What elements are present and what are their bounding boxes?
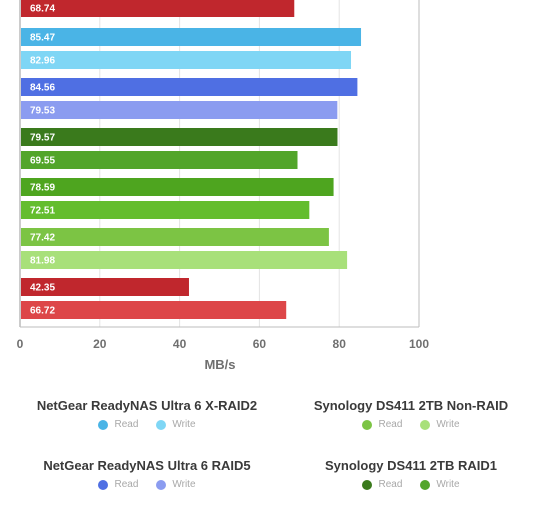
- bar-value-label: 85.47: [30, 33, 55, 44]
- legend-swatch: [98, 479, 109, 490]
- legend-item-label: Read: [378, 479, 403, 490]
- bar-value-label: 81.98: [30, 256, 55, 267]
- legend-item-read[interactable]: Read: [98, 479, 138, 490]
- bar: [21, 151, 298, 169]
- bar: [21, 128, 338, 146]
- legend-swatch: [156, 479, 167, 490]
- legend-swatch: [98, 419, 109, 430]
- bar-value-label: 79.57: [30, 133, 55, 144]
- legend-title: NetGear ReadyNAS Ultra 6 RAID5: [43, 458, 251, 473]
- x-axis-title: MB/s: [204, 357, 235, 372]
- bar: [21, 178, 334, 196]
- x-tick-label: 80: [333, 337, 347, 351]
- bar: [21, 301, 287, 319]
- bars: 68.74 85.47 82.96 84.56 79.53 79.57 69.55 78.59…: [21, 0, 362, 319]
- bar: [21, 228, 329, 246]
- bar: [21, 78, 358, 96]
- legend-group-netgear-raid5: NetGear ReadyNAS Ultra 6 RAID5 Read Writ…: [17, 457, 277, 490]
- bar: [21, 28, 362, 46]
- legend-swatch: [420, 419, 431, 430]
- legend-item-label: Write: [436, 419, 460, 430]
- x-tick-label: 40: [173, 337, 187, 351]
- legend-swatch: [420, 479, 431, 490]
- legend-item-write[interactable]: Write: [156, 479, 196, 490]
- bar-value-label: 66.72: [30, 306, 55, 317]
- x-tick-label: 20: [93, 337, 107, 351]
- legend-title: Synology DS411 2TB RAID1: [325, 458, 497, 473]
- x-tick-label: 100: [409, 337, 429, 351]
- bar-value-label: 68.74: [30, 4, 55, 15]
- legend-group-netgear-xraid2: NetGear ReadyNAS Ultra 6 X-RAID2 Read Wr…: [17, 397, 277, 430]
- bar-value-label: 82.96: [30, 56, 55, 67]
- bar-value-label: 72.51: [30, 206, 55, 217]
- bar-chart: 68.74 85.47 82.96 84.56 79.53 79.57 69.55 78.59…: [17, 0, 430, 372]
- bar-value-label: 84.56: [30, 83, 55, 94]
- bar: [21, 101, 338, 119]
- bar-value-label: 42.35: [30, 283, 55, 294]
- legend-item-label: Read: [378, 419, 403, 430]
- legend-swatch: [156, 419, 167, 430]
- legend-item-read[interactable]: Read: [98, 419, 138, 430]
- legend-swatch: [362, 419, 373, 430]
- legend-title: Synology DS411 2TB Non-RAID: [313, 398, 509, 413]
- legend-title: NetGear ReadyNAS Ultra 6 X-RAID2: [36, 398, 258, 413]
- bar: [21, 51, 352, 69]
- bar: [21, 278, 189, 296]
- bar-value-label: 69.55: [30, 156, 55, 167]
- legend-item-write[interactable]: Write: [156, 419, 196, 430]
- legend-item-label: Read: [114, 479, 139, 490]
- legend-item-label: Write: [172, 479, 196, 490]
- bar: [21, 251, 348, 269]
- legend-item-label: Read: [114, 419, 139, 430]
- legend-item-read[interactable]: Read: [362, 419, 402, 430]
- bar: [21, 201, 310, 219]
- legend-item-write[interactable]: Write: [420, 479, 460, 490]
- legend-group-synology-nonraid: Synology DS411 2TB Non-RAID Read Write: [281, 397, 541, 430]
- legend-swatch: [362, 479, 373, 490]
- x-tick-labels: 0 20 40 60 80 100: [17, 337, 430, 351]
- legend-item-write[interactable]: Write: [420, 419, 460, 430]
- x-tick-label: 0: [17, 337, 24, 351]
- bar-value-label: 79.53: [30, 106, 55, 117]
- bar-value-label: 78.59: [30, 183, 55, 194]
- legend-item-read[interactable]: Read: [362, 479, 402, 490]
- x-tick-label: 60: [253, 337, 267, 351]
- legend-group-synology-raid1: Synology DS411 2TB RAID1 Read Write: [281, 457, 541, 490]
- legend-item-label: Write: [172, 419, 196, 430]
- bar-value-label: 77.42: [30, 233, 55, 244]
- bar: [21, 0, 295, 17]
- legend-item-label: Write: [436, 479, 460, 490]
